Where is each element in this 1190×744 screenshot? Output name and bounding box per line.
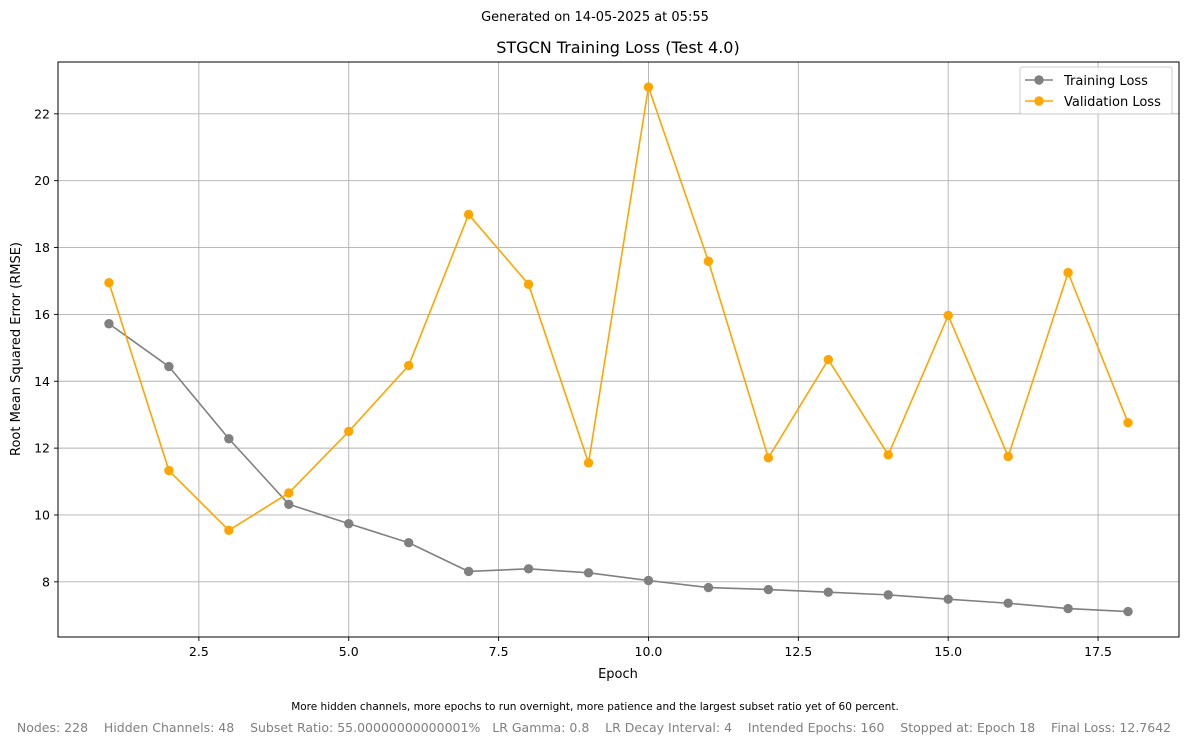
data-point (883, 450, 893, 460)
data-point (763, 584, 774, 595)
x-tick-label: 15.0 (934, 644, 962, 659)
x-tick-label: 7.5 (489, 644, 509, 659)
x-tick-label: 17.5 (1084, 644, 1112, 659)
data-point (463, 566, 474, 577)
data-point (164, 465, 174, 476)
plot-frame (57, 61, 1180, 638)
series-line (108, 323, 1129, 613)
y-tick-label: 8 (42, 574, 50, 589)
legend-box (1019, 66, 1173, 115)
legend-item-validation: Validation Loss (1025, 95, 1161, 110)
data-point (164, 361, 174, 372)
data-point (823, 587, 834, 597)
y-tick-label: 22 (34, 106, 50, 121)
data-point (703, 582, 714, 593)
data-point (1123, 418, 1133, 428)
x-tick-label: 2.5 (189, 644, 209, 659)
x-tick-label: 5.0 (339, 644, 359, 659)
data-point (224, 525, 234, 536)
data-point (943, 594, 953, 604)
data-point (104, 277, 114, 288)
legend-validation-label: Validation Loss (1064, 95, 1161, 110)
x-tick-label: 10.0 (635, 644, 663, 659)
data-point (1003, 598, 1013, 608)
axes-frame (57, 61, 1180, 638)
legend-training-label: Training Loss (1063, 74, 1148, 89)
data-point (763, 453, 774, 463)
x-tick-label: 12.5 (784, 644, 812, 659)
y-tick-label: 10 (34, 507, 50, 522)
data-point (104, 319, 114, 329)
data-point (284, 488, 294, 498)
data-point (823, 354, 834, 365)
legend-validation-marker (1034, 96, 1044, 106)
generated-timestamp: Generated on 14-05-2025 at 05:55 (481, 10, 709, 25)
data-point (583, 568, 594, 578)
legend-item-training: Training Loss (1025, 74, 1148, 89)
data-point (523, 279, 534, 290)
y-axis-label: Root Mean Squared Error (RMSE) (9, 242, 24, 456)
y-tick-label: 14 (34, 374, 50, 389)
data-point (463, 209, 474, 220)
data-point (883, 590, 893, 600)
y-tick-label: 12 (34, 441, 50, 456)
data-point (583, 458, 594, 468)
series-0 (104, 319, 1133, 617)
legend: Training Loss Validation Loss (1019, 66, 1173, 115)
data-point (703, 256, 714, 266)
legend-training-marker (1034, 75, 1044, 85)
data-point (224, 434, 234, 444)
y-tick-label: 18 (34, 240, 50, 255)
data-point (643, 575, 654, 586)
data-point (1003, 451, 1013, 462)
data-point (403, 360, 414, 371)
grid-lines (58, 62, 1179, 637)
series-1 (104, 82, 1133, 536)
data-point (1123, 606, 1133, 617)
series-lines (104, 82, 1133, 617)
data-point (523, 564, 534, 574)
data-point (344, 518, 354, 529)
x-axis-label: Epoch (598, 667, 638, 682)
y-tick-label: 16 (34, 307, 50, 322)
data-point (943, 310, 953, 321)
series-line (108, 86, 1129, 532)
data-point (1063, 603, 1073, 614)
data-point (403, 538, 414, 548)
data-point (643, 82, 654, 92)
chart-title: STGCN Training Loss (Test 4.0) (496, 38, 739, 57)
footer-note: More hidden channels, more epochs to run… (291, 701, 899, 713)
data-point (284, 499, 294, 509)
data-point (344, 426, 354, 437)
data-point (1063, 267, 1073, 278)
footer-run-info: Nodes: 228 Hidden Channels: 48 Subset Ra… (17, 720, 1171, 735)
y-tick-label: 20 (34, 173, 50, 188)
tick-marks: 2.5 5.0 7.5 10.0 12.5 15.0 17.5 8 10 12 14 16 18 20 22 (34, 106, 1112, 659)
